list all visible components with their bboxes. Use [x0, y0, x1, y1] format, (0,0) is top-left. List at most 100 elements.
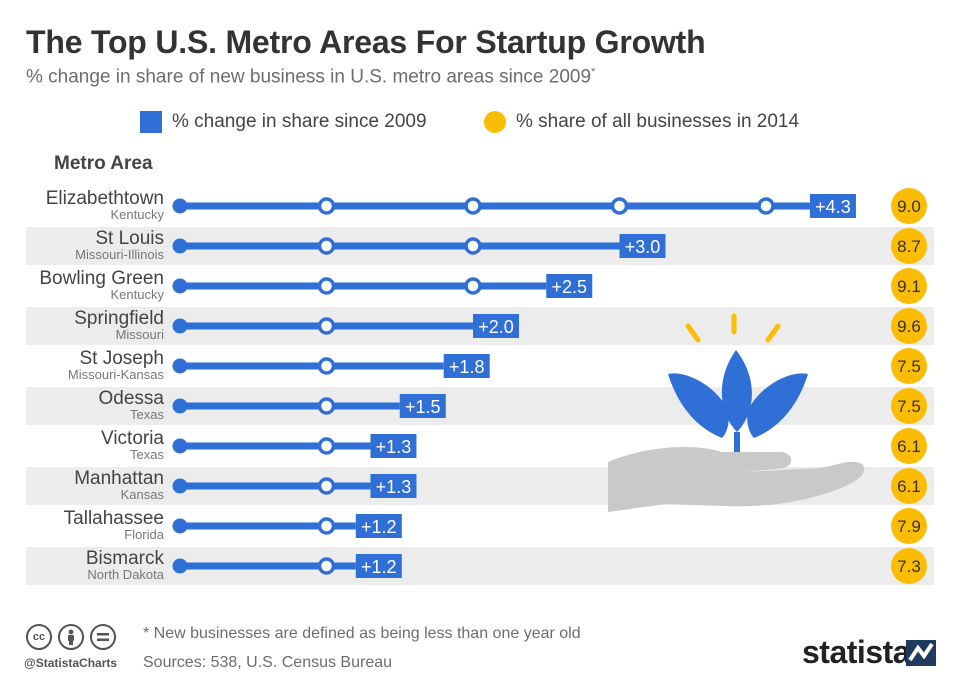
- by-icon: [58, 624, 84, 650]
- milestone-marker: [464, 237, 482, 255]
- metro-name: St Joseph: [80, 348, 165, 369]
- milestone-marker: [317, 277, 336, 295]
- metro-name: St Louis: [95, 228, 164, 249]
- legend-swatch-yellow: [484, 111, 506, 133]
- change-label-box: [399, 394, 446, 418]
- change-label: +1.2: [361, 557, 397, 577]
- chart-subtitle: % change in share of new business in U.S…: [26, 66, 596, 88]
- metro-name: Manhattan: [74, 468, 164, 489]
- metro-state: Missouri: [116, 327, 165, 342]
- nd-icon: [90, 624, 116, 650]
- metro-name: Springfield: [74, 308, 164, 329]
- metro-name: Odessa: [99, 388, 165, 409]
- leaf-right: [747, 373, 808, 438]
- sources: Sources: 538, U.S. Census Bureau: [143, 654, 393, 671]
- milestone-marker: [757, 197, 775, 215]
- hand: [608, 447, 865, 512]
- milestone-marker: [317, 437, 336, 455]
- share-circle: [891, 388, 927, 424]
- license-icons: cc: [26, 624, 116, 650]
- metro-name: Victoria: [101, 428, 164, 449]
- cc-icon: cc: [26, 624, 52, 650]
- change-label-box: [443, 354, 490, 378]
- hand-holding-sprout-icon: [608, 313, 865, 512]
- start-dot: [172, 478, 188, 494]
- share-label: 9.0: [897, 197, 921, 216]
- change-label-box: [355, 554, 402, 578]
- start-dot: [172, 438, 188, 454]
- start-dot: [172, 318, 188, 334]
- change-label: +2.5: [551, 277, 587, 297]
- column-header: Metro Area: [54, 153, 153, 174]
- milestone-marker: [317, 237, 336, 255]
- share-circle: [891, 348, 927, 384]
- start-dot: [172, 518, 188, 534]
- legend-item-change: % change in share since 2009: [140, 111, 427, 133]
- metro-state: Texas: [130, 407, 164, 422]
- change-label: +1.2: [361, 517, 397, 537]
- metro-name: Elizabethtown: [46, 188, 164, 209]
- metro-state: Kentucky: [111, 207, 165, 222]
- share-circle: [891, 428, 927, 464]
- share-label: 8.7: [897, 237, 921, 256]
- change-label: +1.3: [376, 477, 412, 497]
- change-label-box: [370, 434, 417, 458]
- change-label: +3.0: [625, 237, 661, 257]
- change-label: +1.8: [449, 357, 485, 377]
- metro-state: North Dakota: [87, 567, 164, 582]
- share-label: 6.1: [897, 437, 921, 456]
- change-label-box: [546, 274, 593, 298]
- legend-label-share: % share of all businesses in 2014: [516, 111, 800, 132]
- legend-swatch-blue: [140, 111, 162, 133]
- statista-logo[interactable]: statista: [802, 634, 911, 670]
- metro-name: Tallahassee: [64, 508, 164, 529]
- change-label: +1.3: [376, 437, 412, 457]
- legend-label-change: % change in share since 2009: [172, 111, 427, 132]
- metro-state: Kansas: [121, 487, 165, 502]
- milestone-marker: [610, 197, 629, 215]
- statista-flag-icon: [906, 640, 936, 666]
- milestone-marker: [317, 557, 336, 575]
- change-label-box: [473, 314, 519, 338]
- share-label: 9.1: [897, 277, 921, 296]
- metro-state: Florida: [124, 527, 165, 542]
- change-label-box: [355, 514, 402, 538]
- change-label-box: [809, 194, 856, 218]
- share-circle: [891, 308, 927, 344]
- milestone-marker: [317, 197, 336, 215]
- start-dot: [172, 358, 188, 374]
- metro-state: Texas: [130, 447, 164, 462]
- legend-item-share: % share of all businesses in 2014: [484, 111, 799, 133]
- twitter-handle[interactable]: @StatistaCharts: [24, 656, 118, 670]
- change-label-box: [370, 474, 417, 498]
- change-label: +2.0: [478, 317, 514, 337]
- share-label: 7.5: [897, 357, 921, 376]
- milestone-marker: [464, 197, 482, 215]
- metro-state: Missouri-Kansas: [68, 367, 165, 382]
- share-label: 7.9: [897, 517, 921, 536]
- share-circle: [891, 228, 927, 264]
- share-circle: [891, 548, 927, 584]
- metro-name: Bowling Green: [39, 268, 164, 289]
- share-label: 7.5: [897, 397, 921, 416]
- change-label-box: [619, 234, 666, 258]
- milestone-marker: [317, 357, 336, 375]
- share-circle: [891, 188, 927, 224]
- milestone-marker: [317, 477, 336, 495]
- share-label: 9.6: [897, 317, 921, 336]
- leaf-left: [668, 373, 729, 438]
- start-dot: [172, 278, 188, 294]
- start-dot: [172, 198, 188, 214]
